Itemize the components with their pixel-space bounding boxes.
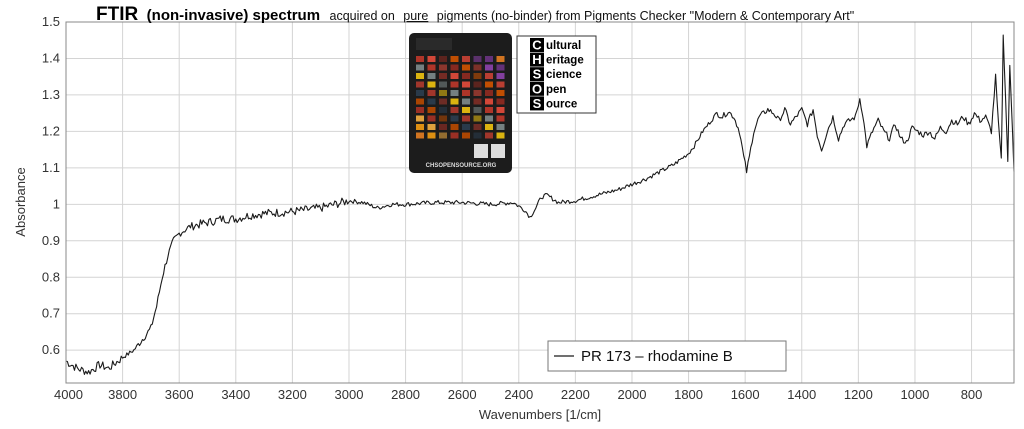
y-tick-label: 1.4 bbox=[42, 50, 60, 65]
chart-title: FTIR (non-invasive) spectrum acquired on… bbox=[96, 4, 854, 25]
x-tick-label: 1000 bbox=[900, 387, 929, 402]
tick-labels: 4000 3800 3600 3400 3200 3000 2800 2600 2400 2200… bbox=[42, 14, 982, 402]
pigments-checker-image: CHSOPENSOURCE.ORG bbox=[409, 33, 512, 173]
logo-letter-box bbox=[530, 52, 544, 67]
checker-caption: CHSOPENSOURCE.ORG bbox=[426, 163, 497, 169]
logo-word: eritage bbox=[546, 55, 584, 67]
plot-border bbox=[65, 21, 1015, 384]
series-layer bbox=[65, 34, 1015, 375]
x-tick-label: 2800 bbox=[391, 387, 420, 402]
x-tick-label: 3800 bbox=[108, 387, 137, 402]
x-tick-label: 2200 bbox=[561, 387, 590, 402]
y-tick-label: 0.8 bbox=[42, 269, 60, 284]
x-tick-label: 1400 bbox=[787, 387, 816, 402]
logo-letter: C bbox=[532, 38, 542, 53]
title-rest: pigments (no-binder) from Pigments Check… bbox=[437, 9, 854, 23]
y-axis-title: Absorbance bbox=[13, 167, 28, 236]
logo-word: ultural bbox=[546, 40, 581, 52]
y-tick-label: 1.5 bbox=[42, 14, 60, 29]
y-tick-label: 1.2 bbox=[42, 123, 60, 138]
logo-letter-box bbox=[530, 96, 544, 111]
x-tick-label: 3200 bbox=[278, 387, 307, 402]
legend: PR 173 – rhodamine B bbox=[547, 340, 787, 372]
logo-word: pen bbox=[546, 84, 566, 96]
x-axis-title: Wavenumbers [1/cm] bbox=[479, 407, 601, 422]
logo-letter-box bbox=[530, 38, 544, 52]
logo-letter: S bbox=[533, 96, 542, 111]
x-tick-label: 1800 bbox=[674, 387, 703, 402]
logo-letter-box bbox=[530, 81, 544, 96]
logo-letter: H bbox=[532, 52, 541, 67]
x-tick-label: 800 bbox=[961, 387, 983, 402]
y-tick-label: 0.9 bbox=[42, 233, 60, 248]
x-tick-label: 3000 bbox=[335, 387, 364, 402]
logo-letter: O bbox=[532, 81, 542, 96]
title-mid-part: (non-invasive) spectrum bbox=[147, 7, 320, 24]
x-tick-label: 2400 bbox=[504, 387, 533, 402]
title-bold-part: FTIR bbox=[96, 4, 138, 25]
y-tick-label: 0.7 bbox=[42, 306, 60, 321]
logo-word: cience bbox=[546, 69, 582, 81]
y-tick-label: 1.1 bbox=[42, 160, 60, 175]
x-tick-label: 4000 bbox=[54, 387, 83, 402]
title-lead: acquired on bbox=[330, 9, 395, 23]
x-tick-label: 3600 bbox=[165, 387, 194, 402]
qr-code-icon bbox=[474, 144, 488, 158]
x-tick-label: 1200 bbox=[844, 387, 873, 402]
series-line bbox=[65, 34, 1015, 375]
x-tick-label: 2000 bbox=[618, 387, 647, 402]
x-tick-label: 1600 bbox=[731, 387, 760, 402]
logo-letter: S bbox=[533, 67, 542, 82]
y-tick-label: 1 bbox=[53, 196, 60, 211]
y-tick-label: 1.3 bbox=[42, 87, 60, 102]
title-underlined: pure bbox=[403, 9, 428, 23]
checker-swatches bbox=[416, 56, 505, 139]
legend-series-label: PR 173 – rhodamine B bbox=[581, 348, 733, 365]
y-tick-label: 0.6 bbox=[42, 342, 60, 357]
logo-word: ource bbox=[546, 98, 577, 110]
x-tick-label: 3400 bbox=[221, 387, 250, 402]
x-tick-label: 2600 bbox=[448, 387, 477, 402]
logo-letter-box bbox=[530, 67, 544, 82]
